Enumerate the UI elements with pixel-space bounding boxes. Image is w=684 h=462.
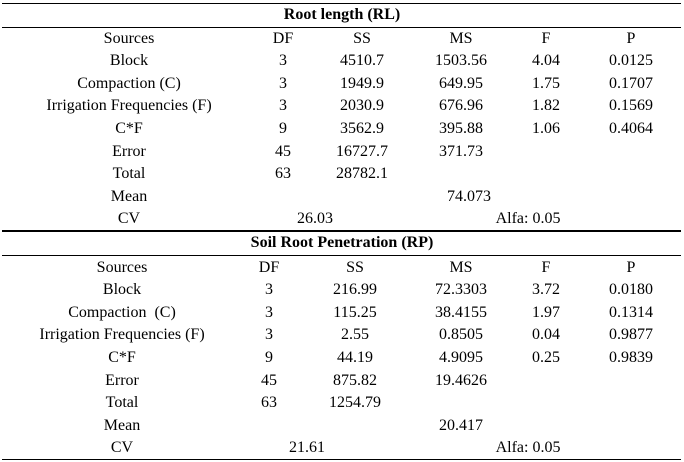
rp-row-block-source: Block xyxy=(102,281,142,298)
rl-title-rule xyxy=(2,27,681,28)
rl-row-cxf-source: C*F xyxy=(115,120,143,137)
rl-row-error-ms: 371.73 xyxy=(439,143,483,160)
rl-row-cxf-ms: 395.88 xyxy=(439,120,483,137)
rl-row-block-f: 4.04 xyxy=(532,52,560,69)
rp-row-block-ss: 216.99 xyxy=(333,281,377,298)
rl-row-irrigation-source: Irrigation Frequencies (F) xyxy=(46,97,212,114)
rp-mean-value: 20.417 xyxy=(439,417,483,434)
rl-row-cxf-df: 9 xyxy=(279,120,287,137)
rp-row-block-df: 3 xyxy=(265,281,273,298)
rl-row-irrigation-df: 3 xyxy=(279,97,287,114)
rl-row-error-ss: 16727.7 xyxy=(336,143,388,160)
section-divider-rule xyxy=(2,230,681,232)
rp-row-cxf-ms: 4.9095 xyxy=(439,349,483,366)
rl-row-block-p: 0.0125 xyxy=(609,52,653,69)
rl-row-compaction-ss: 1949.9 xyxy=(340,75,384,92)
rl-header-p: P xyxy=(626,30,636,47)
rp-row-block-p: 0.0180 xyxy=(609,281,653,298)
rl-row-total-df: 63 xyxy=(275,165,291,182)
rp-row-irrigation-ms: 0.8505 xyxy=(439,326,483,343)
rp-row-irrigation-ss: 2.55 xyxy=(341,326,369,343)
rp-row-compaction-p: 0.1314 xyxy=(609,304,653,321)
rp-row-total-ss: 1254.79 xyxy=(329,394,381,411)
rl-row-compaction-ms: 649.95 xyxy=(439,75,483,92)
rp-title: Soil Root Penetration (RP) xyxy=(250,234,434,251)
rp-header-p: P xyxy=(626,259,636,276)
rp-row-cxf-source: C*F xyxy=(108,349,136,366)
rl-row-total-source: Total xyxy=(112,165,146,182)
rl-alfa: Alfa: 0.05 xyxy=(495,210,561,227)
rl-row-cxf-p: 0.4064 xyxy=(609,120,653,137)
rp-alfa: Alfa: 0.05 xyxy=(495,439,561,456)
rp-row-cxf-f: 0.25 xyxy=(532,349,560,366)
rl-row-irrigation-ss: 2030.9 xyxy=(340,97,384,114)
rl-row-cxf-ss: 3562.9 xyxy=(340,120,384,137)
rp-title-rule xyxy=(2,255,681,256)
rl-row-error-df: 45 xyxy=(275,143,291,160)
rp-row-compaction-f: 1.97 xyxy=(532,304,560,321)
rl-row-irrigation-ms: 676.96 xyxy=(439,97,483,114)
rp-row-error-ss: 875.82 xyxy=(333,372,377,389)
rp-row-error-df: 45 xyxy=(261,372,277,389)
rp-cv-value: 21.61 xyxy=(289,439,325,456)
rl-row-block-df: 3 xyxy=(279,52,287,69)
rp-row-compaction-source: Compaction (C) xyxy=(68,304,176,321)
rp-row-error-source: Error xyxy=(105,372,139,389)
rl-row-block-ss: 4510.7 xyxy=(340,52,384,69)
rl-row-cxf-f: 1.06 xyxy=(532,120,560,137)
rp-header-ss: SS xyxy=(346,259,364,276)
rl-header-ms: MS xyxy=(449,30,473,47)
rp-row-compaction-ms: 38.4155 xyxy=(435,304,487,321)
rp-row-irrigation-df: 3 xyxy=(265,326,273,343)
rl-mean-label: Mean xyxy=(110,188,148,205)
rl-row-block-source: Block xyxy=(109,52,149,69)
rl-row-error-source: Error xyxy=(112,143,146,160)
rp-row-cxf-df: 9 xyxy=(265,349,273,366)
rl-header-sources: Sources xyxy=(103,30,155,47)
rl-header-f: F xyxy=(541,30,551,47)
rp-header-sources: Sources xyxy=(96,259,148,276)
rl-row-irrigation-f: 1.82 xyxy=(532,97,560,114)
rl-title: Root length (RL) xyxy=(283,6,401,23)
rp-mean-label: Mean xyxy=(103,417,141,434)
rl-row-compaction-df: 3 xyxy=(279,75,287,92)
top-rule xyxy=(2,3,681,4)
rp-row-total-source: Total xyxy=(105,394,139,411)
rp-row-error-ms: 19.4626 xyxy=(435,372,487,389)
rp-header-f: F xyxy=(541,259,551,276)
rp-row-compaction-df: 3 xyxy=(265,304,273,321)
rl-header-df: DF xyxy=(272,30,294,47)
rl-row-compaction-p: 0.1707 xyxy=(609,75,653,92)
rp-row-total-df: 63 xyxy=(261,394,277,411)
rp-row-cxf-ss: 44.19 xyxy=(337,349,373,366)
rp-row-cxf-p: 0.9839 xyxy=(609,349,653,366)
rl-row-total-ss: 28782.1 xyxy=(336,165,388,182)
rl-row-compaction-source: Compaction (C) xyxy=(77,75,181,92)
rl-mean-value: 74.073 xyxy=(447,188,491,205)
rl-row-compaction-f: 1.75 xyxy=(532,75,560,92)
rp-row-block-f: 3.72 xyxy=(532,281,560,298)
rl-header-ss: SS xyxy=(353,30,371,47)
rp-row-block-ms: 72.3303 xyxy=(435,281,487,298)
rp-cv-label: CV xyxy=(110,439,134,456)
rp-row-irrigation-p: 0.9877 xyxy=(609,326,653,343)
rp-row-compaction-ss: 115.25 xyxy=(333,304,377,321)
rl-row-irrigation-p: 0.1569 xyxy=(609,97,653,114)
rp-header-ms: MS xyxy=(449,259,473,276)
rl-row-block-ms: 1503.56 xyxy=(435,52,487,69)
rp-row-irrigation-source: Irrigation Frequencies (F) xyxy=(39,326,205,343)
rp-row-irrigation-f: 0.04 xyxy=(532,326,560,343)
bottom-rule xyxy=(2,459,681,460)
rl-cv-label: CV xyxy=(117,210,141,227)
rl-cv-value: 26.03 xyxy=(297,210,333,227)
rp-header-df: DF xyxy=(258,259,280,276)
